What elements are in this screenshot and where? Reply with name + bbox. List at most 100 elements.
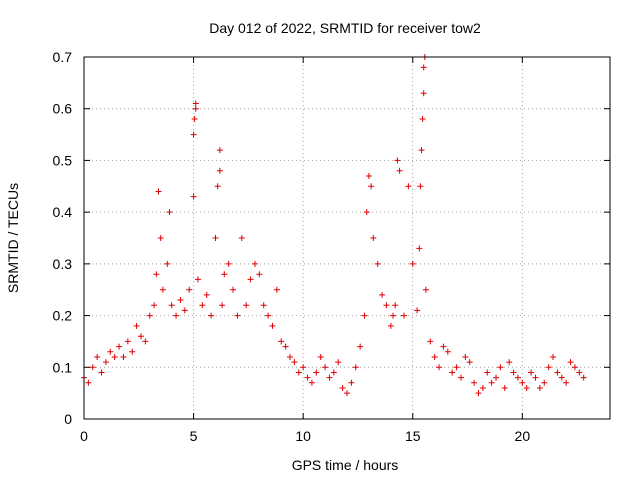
data-point — [116, 343, 123, 350]
data-point — [308, 379, 315, 386]
data-point — [344, 390, 350, 397]
data-point — [208, 312, 215, 319]
data-point — [541, 379, 548, 386]
y-tick-label: 0.6 — [53, 101, 73, 117]
data-point — [177, 297, 184, 304]
data-point — [190, 131, 197, 138]
data-point — [550, 353, 557, 360]
data-point — [383, 302, 390, 309]
data-point — [431, 353, 438, 360]
data-point — [317, 353, 324, 360]
data-point — [420, 64, 427, 71]
data-point — [168, 302, 175, 309]
data-point — [363, 209, 370, 216]
data-point — [269, 322, 276, 329]
data-point — [396, 167, 403, 174]
data-point — [352, 364, 359, 371]
data-point — [322, 364, 329, 371]
data-point — [453, 364, 460, 371]
data-point — [192, 105, 199, 112]
data-point — [287, 353, 294, 360]
data-point — [89, 364, 96, 371]
x-axis-label: GPS time / hours — [292, 457, 399, 473]
data-point — [85, 379, 92, 386]
data-point — [466, 359, 473, 366]
data-point — [394, 157, 401, 164]
data-point — [479, 384, 486, 391]
data-point — [247, 276, 254, 283]
data-point — [368, 183, 375, 190]
data-point — [339, 384, 346, 391]
data-point — [124, 338, 131, 345]
x-tick-label: 0 — [80, 428, 88, 444]
data-point — [300, 364, 307, 371]
grid-lines — [84, 57, 610, 419]
x-tick-label: 5 — [190, 428, 198, 444]
data-point — [192, 100, 199, 107]
data-point — [151, 302, 158, 309]
data-point — [348, 379, 355, 386]
data-point — [335, 359, 342, 366]
data-point — [510, 369, 517, 376]
data-point — [164, 260, 171, 267]
data-point — [475, 390, 482, 397]
data-point — [370, 235, 377, 241]
y-tick-label: 0.3 — [53, 256, 73, 272]
data-point — [400, 312, 407, 319]
data-point — [571, 364, 578, 371]
data-point — [111, 353, 118, 360]
data-point — [519, 379, 526, 386]
data-point — [523, 384, 530, 391]
data-point — [427, 338, 434, 345]
data-point — [330, 369, 337, 376]
data-point — [102, 359, 109, 366]
data-point — [545, 364, 552, 371]
data-point — [251, 260, 258, 267]
data-point — [214, 183, 221, 190]
data-point — [484, 369, 491, 376]
data-point — [387, 322, 394, 329]
data-point — [497, 364, 504, 371]
data-point — [422, 286, 429, 293]
chart-title: Day 012 of 2022, SRMTID for receiver tow… — [209, 20, 481, 36]
data-point — [449, 369, 456, 376]
y-tick-label: 0 — [64, 411, 72, 427]
y-tick-label: 0.5 — [53, 152, 73, 168]
y-tick-label: 0.1 — [53, 359, 73, 375]
data-point — [409, 260, 416, 267]
data-point — [420, 90, 427, 97]
plot-frame — [83, 56, 611, 420]
data-point — [256, 271, 263, 278]
x-tick-label: 15 — [405, 428, 421, 444]
data-point — [390, 312, 397, 319]
data-point — [471, 379, 478, 386]
data-point — [221, 271, 228, 278]
data-point — [282, 343, 289, 350]
data-point — [291, 359, 298, 366]
data-point — [216, 167, 223, 174]
data-point — [190, 193, 197, 200]
data-point — [153, 271, 160, 278]
data-point — [157, 235, 164, 241]
data-point — [418, 147, 425, 154]
y-tick-label: 0.7 — [53, 49, 73, 65]
data-point — [173, 312, 180, 319]
data-point — [146, 312, 153, 319]
data-point — [357, 343, 364, 350]
data-point — [374, 260, 381, 267]
data-point — [129, 348, 136, 355]
data-point — [563, 379, 570, 386]
data-point — [379, 291, 386, 298]
data-point — [436, 364, 443, 371]
data-points — [81, 54, 587, 397]
data-point — [219, 302, 226, 309]
data-point — [462, 353, 469, 360]
data-point — [137, 333, 144, 340]
data-point — [365, 172, 372, 179]
data-point — [506, 359, 513, 366]
data-point — [194, 276, 201, 283]
y-tick-label: 0.4 — [53, 204, 73, 220]
data-point — [419, 116, 426, 123]
data-point — [417, 183, 424, 190]
